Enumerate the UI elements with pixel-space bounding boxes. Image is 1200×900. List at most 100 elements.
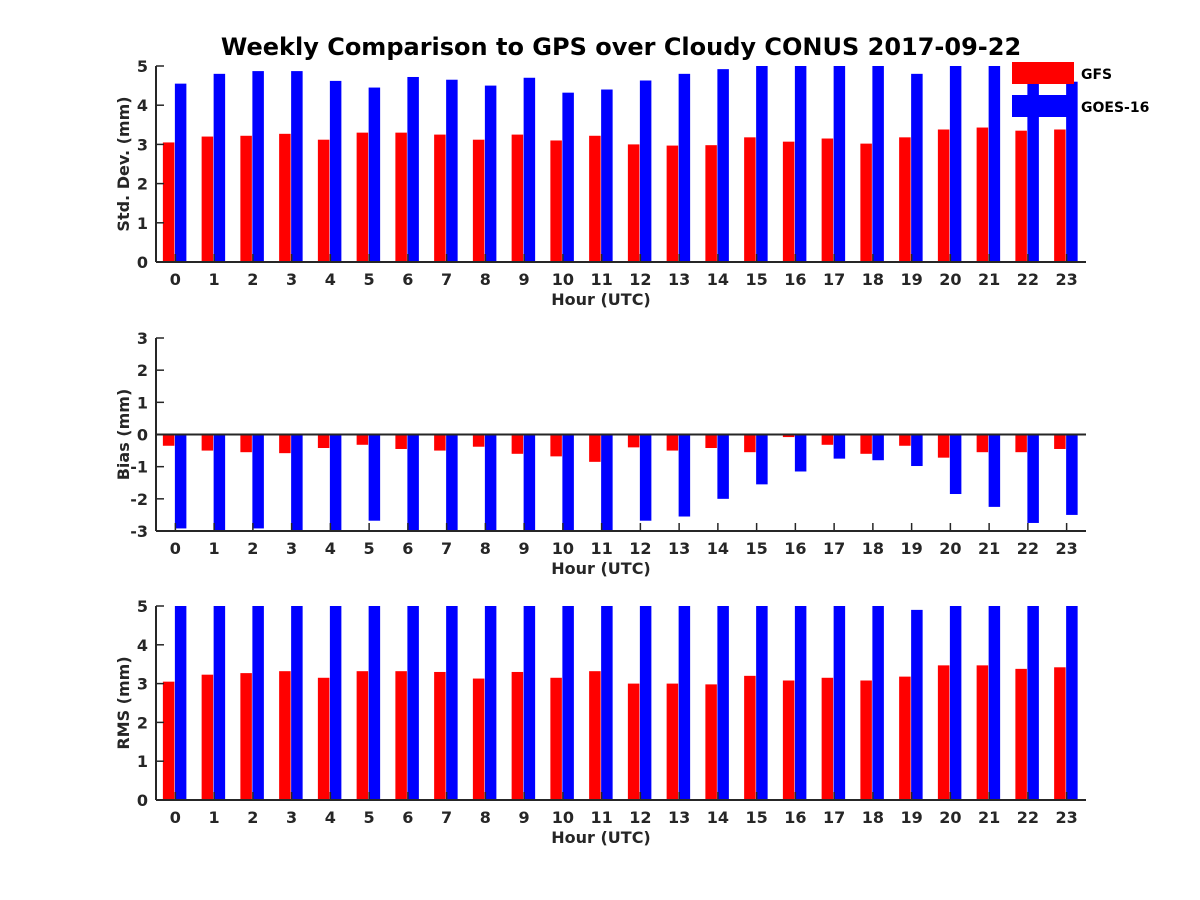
y-axis-label: Std. Dev. (mm)	[114, 96, 133, 231]
bar-gfs-panel2-hour-1	[201, 434, 214, 451]
bar-gfs-panel3-hour-14	[705, 684, 717, 800]
x-tick-label: 10	[552, 539, 574, 558]
x-tick-label: 17	[823, 270, 845, 289]
bar-goes16-panel3-hour-6	[407, 606, 419, 800]
x-tick-label: 4	[325, 539, 336, 558]
x-tick-label: 6	[402, 808, 413, 827]
bar-goes16-panel1-hour-2	[252, 71, 264, 262]
bar-goes16-panel2-hour-5	[368, 434, 381, 521]
x-axis-label: Hour (UTC)	[551, 828, 651, 847]
bar-goes16-panel3-hour-14	[717, 606, 729, 800]
x-tick-label: 2	[247, 270, 258, 289]
x-tick-label: 19	[900, 539, 922, 558]
bar-gfs-panel1-hour-3	[279, 133, 291, 262]
x-tick-label: 7	[441, 270, 452, 289]
x-tick-label: 3	[286, 539, 297, 558]
bar-gfs-panel1-hour-16	[782, 141, 795, 262]
x-tick-label: 4	[325, 808, 336, 827]
x-tick-label: 5	[364, 270, 375, 289]
bar-goes16-panel1-hour-3	[291, 71, 303, 262]
x-tick-label: 13	[668, 539, 690, 558]
bar-goes16-panel1-hour-23	[1066, 81, 1078, 263]
bar-goes16-panel3-hour-1	[213, 606, 226, 800]
x-tick-label: 14	[707, 808, 729, 827]
x-tick-label: 8	[480, 270, 491, 289]
bar-gfs-panel3-hour-0	[162, 681, 175, 800]
legend-swatch-gfs	[1012, 62, 1074, 84]
bar-gfs-panel3-hour-1	[201, 674, 214, 800]
bar-gfs-panel3-hour-5	[356, 671, 369, 800]
x-tick-label: 18	[862, 808, 884, 827]
bar-goes16-panel2-hour-10	[562, 434, 574, 531]
bar-gfs-panel2-hour-18	[860, 434, 872, 454]
x-tick-label: 16	[784, 539, 806, 558]
bar-gfs-panel1-hour-8	[472, 139, 485, 262]
bar-gfs-panel2-hour-19	[899, 434, 911, 446]
x-tick-label: 9	[519, 270, 530, 289]
y-tick-label: 5	[137, 57, 148, 76]
legend-label-goes16: GOES-16	[1081, 100, 1149, 116]
x-tick-label: 17	[823, 808, 845, 827]
x-tick-label: 0	[170, 808, 181, 827]
bar-gfs-panel3-hour-11	[589, 671, 601, 800]
bar-gfs-panel2-hour-7	[434, 434, 446, 451]
bar-gfs-panel3-hour-3	[279, 671, 291, 800]
bar-goes16-panel2-hour-19	[911, 434, 923, 467]
x-tick-label: 15	[745, 808, 767, 827]
bar-goes16-panel1-hour-18	[872, 66, 884, 262]
bar-gfs-panel1-hour-6	[395, 132, 407, 262]
x-tick-label: 3	[286, 270, 297, 289]
y-tick-label: -2	[130, 490, 148, 509]
y-tick-label: 1	[137, 393, 148, 412]
bar-gfs-panel3-hour-20	[937, 665, 950, 800]
bar-goes16-panel1-hour-19	[911, 73, 923, 262]
bar-goes16-panel1-hour-8	[484, 85, 497, 262]
bar-goes16-panel3-hour-16	[794, 606, 807, 800]
bar-gfs-panel2-hour-12	[627, 434, 640, 448]
bar-goes16-panel2-hour-16	[794, 434, 807, 472]
bar-gfs-panel2-hour-11	[589, 434, 601, 462]
bar-gfs-panel1-hour-11	[589, 135, 601, 262]
bar-gfs-panel2-hour-20	[937, 434, 950, 458]
x-tick-label: 1	[209, 539, 220, 558]
bar-goes16-panel2-hour-0	[174, 434, 187, 529]
bar-gfs-panel3-hour-4	[317, 677, 330, 800]
y-tick-label: 0	[137, 253, 148, 272]
bar-gfs-panel1-hour-10	[550, 140, 562, 262]
bar-goes16-panel1-hour-14	[717, 69, 729, 262]
bar-gfs-panel1-hour-17	[821, 138, 834, 262]
bar-gfs-panel2-hour-15	[744, 434, 756, 453]
x-tick-label: 15	[745, 539, 767, 558]
bar-gfs-panel3-hour-12	[627, 683, 640, 800]
y-tick-label: -3	[130, 522, 148, 541]
x-tick-label: 21	[978, 270, 1000, 289]
bar-goes16-panel1-hour-12	[639, 80, 652, 262]
bar-goes16-panel1-hour-16	[794, 66, 807, 262]
bar-goes16-panel2-hour-23	[1066, 434, 1078, 515]
bar-gfs-panel3-hour-23	[1054, 667, 1066, 800]
bar-goes16-panel1-hour-13	[678, 73, 691, 262]
bar-gfs-panel3-hour-6	[395, 671, 407, 800]
bar-goes16-panel1-hour-21	[988, 66, 1001, 262]
bar-gfs-panel2-hour-4	[317, 434, 330, 449]
y-tick-label: 0	[137, 791, 148, 810]
bar-goes16-panel3-hour-10	[562, 606, 574, 800]
y-tick-label: 3	[137, 135, 148, 154]
x-tick-label: 22	[1017, 270, 1039, 289]
bar-goes16-panel1-hour-4	[329, 80, 342, 263]
bar-gfs-panel1-hour-19	[899, 137, 911, 262]
bar-goes16-panel2-hour-17	[833, 434, 846, 459]
x-tick-label: 13	[668, 808, 690, 827]
x-tick-label: 5	[364, 808, 375, 827]
bar-gfs-panel3-hour-15	[744, 675, 756, 800]
bar-goes16-panel1-hour-1	[213, 73, 226, 262]
bar-goes16-panel2-hour-21	[988, 434, 1001, 507]
bar-gfs-panel2-hour-13	[666, 434, 679, 451]
bar-gfs-panel2-hour-8	[472, 434, 485, 447]
y-tick-label: 2	[137, 175, 148, 194]
bar-gfs-panel1-hour-21	[976, 127, 989, 262]
bar-gfs-panel3-hour-21	[976, 665, 989, 800]
